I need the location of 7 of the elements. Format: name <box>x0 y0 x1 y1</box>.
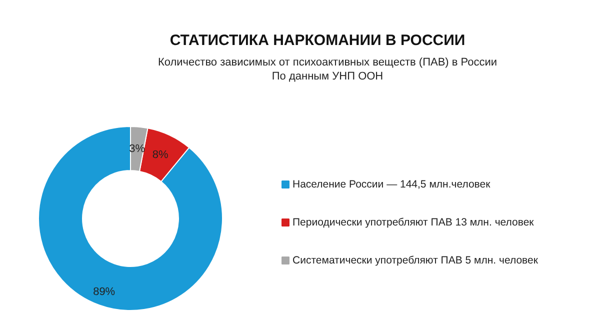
legend-label: Систематически употребляют ПАВ 5 млн. человек <box>292 254 538 266</box>
chart-subtitle: Количество зависимых от психоактивных веществ (ПАВ) в России По данным УНП ООН <box>158 56 498 82</box>
data-label: 89% <box>93 286 116 298</box>
legend-label: Периодически употребляют ПАВ 13 млн. человек <box>292 216 534 228</box>
chart-title: СТАТИСТИКА НАРКОМАНИИ В РОССИИ <box>170 32 466 49</box>
data-label: 8% <box>152 149 168 162</box>
legend-label: Население России — 144,5 млн.человек <box>292 178 491 190</box>
